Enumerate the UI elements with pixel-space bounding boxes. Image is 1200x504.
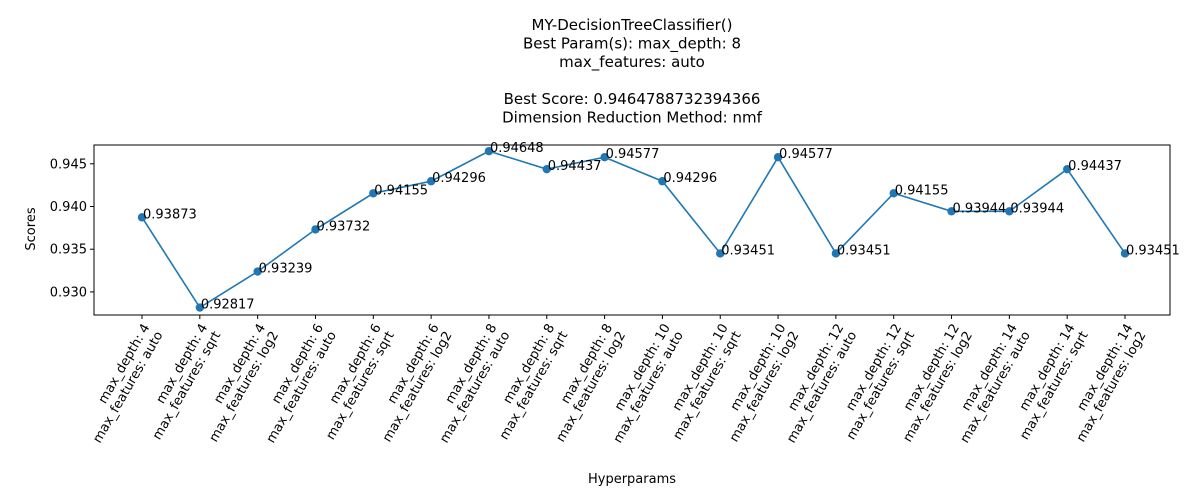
data-point: [600, 153, 609, 162]
data-point: [253, 267, 262, 276]
y-tick-label: 0.930: [50, 285, 87, 300]
data-point: [831, 249, 841, 258]
data-label: 0.93944: [953, 201, 1007, 216]
title-line: MY-DecisionTreeClassifier(): [531, 16, 732, 34]
y-tick-label: 0.940: [50, 200, 87, 215]
data-point: [1062, 164, 1072, 174]
data-point: [658, 177, 667, 186]
axes-frame: [93, 144, 1171, 316]
title-line: max_features: auto: [559, 53, 705, 72]
data-point: [195, 303, 205, 312]
data-label: 0.93732: [316, 219, 370, 234]
data-label: 0.93239: [259, 262, 313, 277]
data-label: 0.93873: [143, 207, 197, 222]
data-point: [947, 207, 956, 216]
data-point: [369, 189, 378, 198]
data-point: [137, 213, 147, 222]
data-label: 0.94648: [490, 141, 544, 156]
title-line: Dimension Reduction Method: nmf: [502, 109, 762, 127]
data-point: [1005, 207, 1014, 216]
data-label: 0.94296: [432, 171, 486, 186]
data-label: 0.93944: [1010, 201, 1064, 216]
y-axis-label: Scores: [24, 207, 39, 250]
y-tick-label: 0.945: [50, 157, 87, 172]
data-label: 0.94577: [779, 147, 833, 162]
chart-title: MY-DecisionTreeClassifier()Best Param(s)…: [502, 16, 762, 127]
data-label: 0.93451: [1126, 243, 1180, 258]
data-label: 0.94155: [374, 183, 428, 198]
series-line: [141, 150, 1126, 309]
data-point: [1120, 249, 1130, 258]
data-point: [484, 146, 494, 156]
x-axis-label: Hyperparams: [588, 472, 676, 487]
data-point: [542, 164, 551, 174]
data-label: 0.93451: [837, 243, 891, 258]
title-line: Best Score: 0.9464788732394366: [504, 90, 761, 108]
title-line: Best Param(s): max_depth: 8: [523, 35, 741, 54]
data-point: [889, 189, 898, 198]
data-point: [426, 177, 436, 186]
data-point: [716, 249, 725, 258]
plot-area: 0.930 0.935 0.940 0.945 max_depth: 4max_feat…: [50, 141, 1180, 446]
x-tick-label: max_depth: 4max_features: auto: [77, 321, 166, 445]
data-label: 0.94437: [1068, 159, 1122, 174]
data-label: 0.94155: [895, 183, 949, 198]
data-label: 0.93451: [721, 243, 775, 258]
y-tick-label: 0.935: [50, 243, 87, 258]
data-label: 0.92817: [201, 298, 255, 313]
data-label: 0.94296: [663, 171, 717, 186]
data-label: 0.94437: [548, 159, 602, 174]
data-label: 0.94577: [606, 147, 660, 162]
data-point: [311, 225, 320, 234]
data-point: [773, 153, 783, 162]
